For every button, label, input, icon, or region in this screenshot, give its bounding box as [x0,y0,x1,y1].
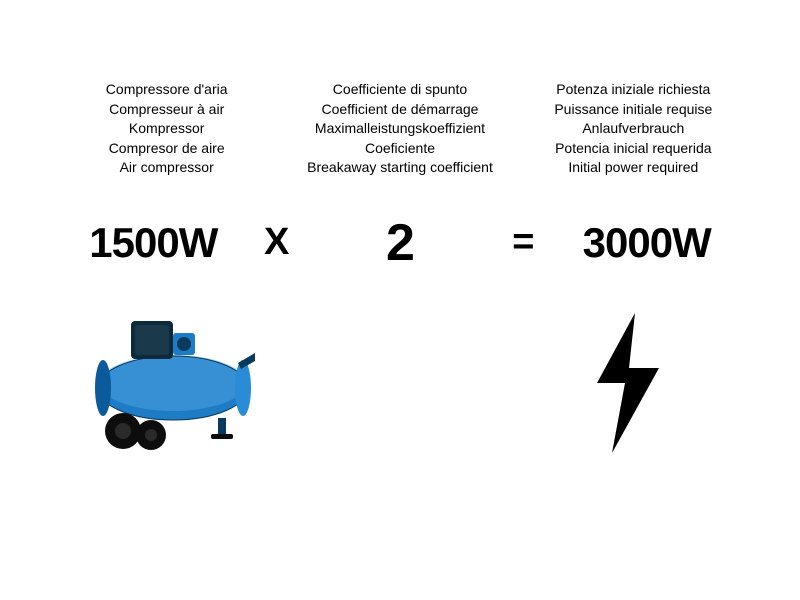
label-text: Kompressor [60,119,273,139]
times-operator: X [257,221,297,264]
left-column: Compressore d'aria Compresseur à air Kom… [60,80,273,178]
middle-labels: Coefficiente di spunto Coefficient de dé… [293,80,506,178]
compressor-icon [60,303,287,463]
label-text: Air compressor [60,158,273,178]
label-text: Breakaway starting coefficient [293,158,506,178]
label-text: Potencia inicial requerida [527,139,740,159]
lightning-bolt-icon [513,303,740,463]
right-value: 3000W [553,219,740,267]
middle-column: Coefficiente di spunto Coefficient de dé… [293,80,506,178]
label-text: Puissance initiale requise [527,100,740,120]
labels-row: Compressore d'aria Compresseur à air Kom… [60,80,740,178]
label-text: Compressore d'aria [60,80,273,100]
label-text: Coeficiente [293,139,506,159]
label-text: Anlaufverbrauch [527,119,740,139]
coefficient-value: 2 [307,213,494,273]
label-text: Potenza iniziale richiesta [527,80,740,100]
label-text: Coefficiente di spunto [293,80,506,100]
left-value: 1500W [60,219,247,267]
label-text: Compresseur à air [60,100,273,120]
label-text: Coefficient de démarrage [293,100,506,120]
right-labels: Potenza iniziale richiesta Puissance ini… [527,80,740,178]
equals-operator: = [503,221,543,264]
label-text: Maximalleistungskoeffizient [293,119,506,139]
equation-row: 1500W X 2 = 3000W [60,213,740,273]
label-text: Compresor de aire [60,139,273,159]
left-labels: Compressore d'aria Compresseur à air Kom… [60,80,273,178]
right-column: Potenza iniziale richiesta Puissance ini… [527,80,740,178]
icons-row [60,303,740,463]
label-text: Initial power required [527,158,740,178]
spacer [287,303,514,463]
